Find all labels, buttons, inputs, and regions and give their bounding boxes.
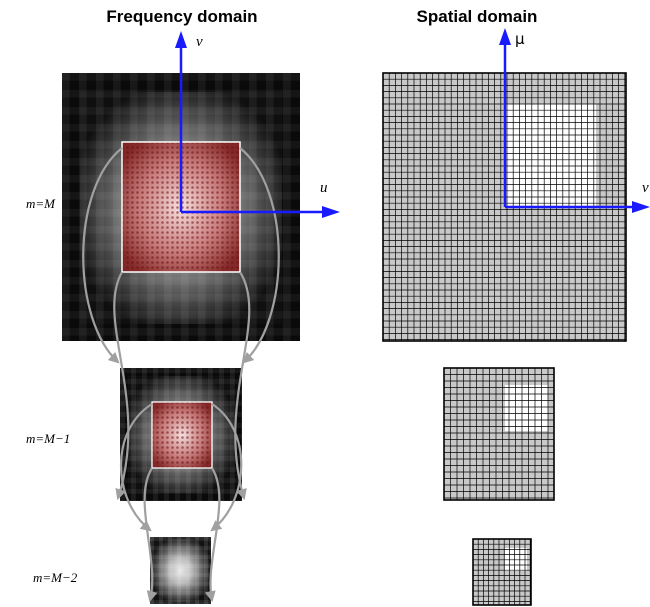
- level-label-m-1: m=M−1: [26, 431, 70, 446]
- flow-arrows: [82, 147, 280, 603]
- level-label-m-2: m=M−2: [33, 570, 78, 585]
- axis-arrowhead-icon: [499, 28, 511, 45]
- flow-arrow: [120, 403, 153, 532]
- axis-label-u: u: [320, 180, 328, 196]
- frequency-spectrum-small: [150, 537, 211, 605]
- flow-arrow: [143, 467, 158, 603]
- flow-arrow: [239, 147, 280, 364]
- spatial-grid-medium: [443, 367, 555, 501]
- spatial-axes: μ v: [499, 28, 650, 213]
- frequency-highlight-region-medium: [151, 401, 213, 469]
- flow-arrow: [204, 467, 221, 603]
- axis-label-v-spatial: v: [642, 180, 649, 196]
- axis-label-v: v: [196, 34, 203, 50]
- axis-arrowhead-icon: [175, 31, 187, 48]
- flow-arrow: [210, 403, 243, 532]
- flow-arrow: [234, 271, 251, 501]
- frequency-domain-title: Frequency domain: [106, 7, 257, 26]
- axis-arrowhead-icon: [632, 201, 650, 213]
- spatial-domain-title: Spatial domain: [417, 7, 538, 26]
- flow-arrow: [82, 147, 123, 364]
- spatial-grid-small: [472, 538, 532, 606]
- flow-arrow: [113, 271, 130, 501]
- axis-arrowhead-icon: [322, 206, 340, 218]
- axis-label-mu: μ: [515, 30, 525, 48]
- frequency-axes: v u: [175, 31, 340, 218]
- level-label-m: m=M: [26, 196, 56, 211]
